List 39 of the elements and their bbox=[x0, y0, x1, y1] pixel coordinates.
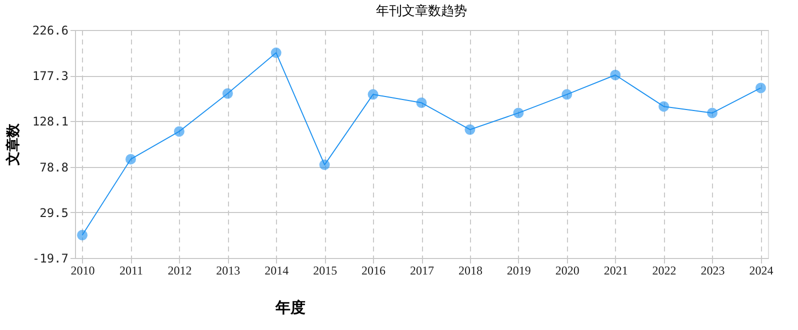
point bbox=[513, 108, 524, 118]
point bbox=[125, 154, 136, 164]
x-tick-label: 2016 bbox=[362, 264, 386, 278]
x-tick-label: 2010 bbox=[70, 264, 95, 278]
x-tick-label: 2013 bbox=[216, 264, 240, 278]
x-tick-label: 2023 bbox=[700, 264, 725, 278]
y-axis-title: 文章数 bbox=[4, 122, 22, 166]
chart-title: 年刊文章数趋势 bbox=[376, 3, 467, 18]
x-tick-label: 2024 bbox=[749, 264, 774, 278]
point bbox=[610, 70, 621, 80]
y-tick-label: 226.6 bbox=[32, 24, 68, 38]
x-tick-label: 2011 bbox=[119, 264, 144, 278]
point bbox=[707, 108, 718, 118]
y-tick-label: 78.8 bbox=[40, 160, 68, 174]
point bbox=[755, 82, 766, 94]
x-axis-title: 年度 bbox=[274, 298, 306, 316]
y-tick-label: 177.3 bbox=[32, 69, 68, 84]
point bbox=[77, 230, 88, 240]
point bbox=[319, 160, 330, 170]
x-tick-label: 2017 bbox=[410, 264, 434, 278]
point bbox=[658, 101, 670, 112]
x-tick-label: 2012 bbox=[168, 264, 192, 278]
x-tick-label: 2015 bbox=[313, 264, 338, 278]
point bbox=[416, 98, 427, 108]
x-tick-label: 2019 bbox=[506, 264, 531, 278]
y-tick-label: 29.5 bbox=[40, 206, 68, 220]
point bbox=[562, 89, 572, 100]
y-tick-label: 128.1 bbox=[32, 114, 68, 129]
x-tick-label: 2021 bbox=[604, 264, 628, 278]
point bbox=[368, 89, 378, 100]
point bbox=[222, 88, 233, 99]
point bbox=[270, 48, 282, 58]
y-tick-label: -19.7 bbox=[32, 252, 68, 266]
point bbox=[464, 124, 476, 135]
point bbox=[174, 126, 184, 137]
x-tick-label: 2014 bbox=[264, 264, 289, 278]
x-tick-label: 2018 bbox=[458, 264, 482, 278]
x-tick-label: 2020 bbox=[555, 264, 580, 278]
x-tick-label: 2022 bbox=[652, 264, 676, 278]
